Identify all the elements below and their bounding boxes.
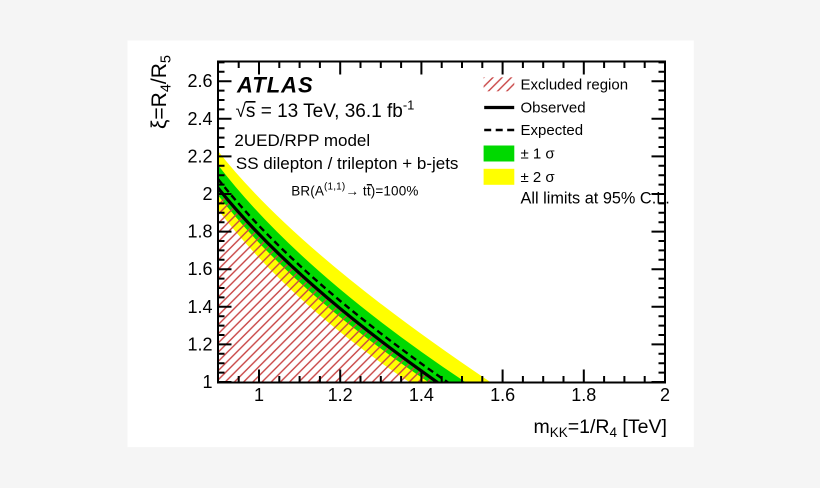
svg-text:Excluded region: Excluded region [521,77,629,94]
svg-text:√s = 13 TeV, 36.1 fb-1: √s = 13 TeV, 36.1 fb-1 [236,98,415,123]
svg-text:2: 2 [660,385,670,405]
svg-text:2.4: 2.4 [187,109,212,129]
svg-text:ATLAS: ATLAS [236,73,314,98]
svg-text:BR(A(1,1)→ tt)=100%: BR(A(1,1)→ tt)=100% [291,181,418,198]
svg-text:Expected: Expected [521,122,584,139]
svg-text:1.2: 1.2 [328,385,353,405]
svg-text:2UED/RPP model: 2UED/RPP model [234,131,370,150]
svg-text:± 2 σ: ± 2 σ [521,169,556,186]
svg-text:1.2: 1.2 [187,334,212,354]
svg-text:1.8: 1.8 [571,385,596,405]
svg-text:All limits at 95% C.L.: All limits at 95% C.L. [521,190,670,208]
svg-text:2.6: 2.6 [187,71,212,91]
svg-text:1: 1 [254,385,264,405]
svg-text:2: 2 [202,184,212,204]
svg-text:1.6: 1.6 [187,259,212,279]
svg-text:2.2: 2.2 [187,146,212,166]
svg-text:mKK=1/R4 [TeV]: mKK=1/R4 [TeV] [534,416,667,440]
svg-text:1: 1 [202,372,212,392]
svg-text:1.8: 1.8 [187,222,212,242]
svg-text:1.4: 1.4 [409,385,434,405]
svg-text:Observed: Observed [521,100,586,117]
svg-text:SS dilepton / trilepton + b-je: SS dilepton / trilepton + b-jets [236,154,459,173]
svg-text:1.6: 1.6 [490,385,515,405]
svg-text:± 1 σ: ± 1 σ [521,146,556,163]
svg-text:1.4: 1.4 [187,297,212,317]
